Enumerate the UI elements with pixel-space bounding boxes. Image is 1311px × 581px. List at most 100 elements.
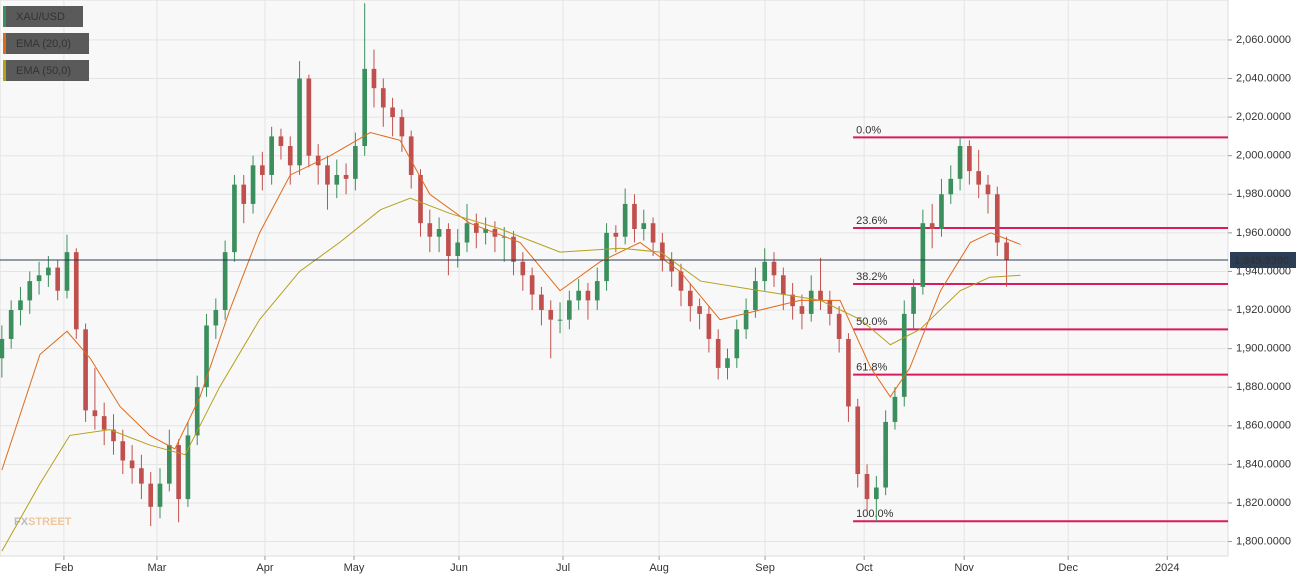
y-tick-label: 1,940.0000 bbox=[1236, 265, 1291, 277]
price-box bbox=[1230, 252, 1296, 269]
candle-body bbox=[83, 329, 88, 411]
y-tick-label: 2,060.0000 bbox=[1236, 34, 1291, 46]
y-tick-label: 2,040.0000 bbox=[1236, 72, 1291, 84]
candle-body bbox=[427, 223, 433, 237]
candle-body bbox=[0, 338, 5, 359]
x-tick-label: Oct bbox=[856, 562, 873, 574]
candle-body bbox=[176, 445, 181, 500]
candle-body bbox=[557, 319, 563, 321]
candle-body bbox=[325, 165, 330, 185]
candle-body bbox=[585, 290, 591, 301]
x-tick-label: Sep bbox=[755, 562, 775, 574]
candle-body bbox=[362, 68, 368, 147]
legend-swatch bbox=[3, 33, 6, 54]
candle-body bbox=[8, 310, 14, 339]
candle-body bbox=[46, 267, 51, 276]
candle-body bbox=[511, 236, 516, 262]
candle-body bbox=[734, 329, 740, 359]
watermark-part: STREET bbox=[28, 516, 72, 528]
candle-body bbox=[911, 286, 916, 314]
candle-body bbox=[73, 252, 79, 330]
candle-body bbox=[157, 483, 163, 507]
watermark-part: FX bbox=[14, 516, 29, 528]
candle-body bbox=[687, 290, 693, 307]
fib-label: 23.6% bbox=[856, 215, 887, 227]
candle-body bbox=[604, 232, 609, 282]
fib-label: 61.8% bbox=[856, 362, 887, 374]
candle-body bbox=[567, 300, 572, 320]
candle-body bbox=[706, 313, 712, 339]
candle-body bbox=[260, 165, 265, 175]
candle-body bbox=[222, 252, 228, 311]
candle-body bbox=[855, 406, 861, 475]
candle-body bbox=[957, 146, 963, 179]
x-tick-label: Nov bbox=[954, 562, 974, 574]
legend-box bbox=[3, 33, 89, 54]
candle-body bbox=[548, 310, 554, 320]
candle-body bbox=[780, 275, 786, 295]
y-tick-label: 1,880.0000 bbox=[1236, 381, 1291, 393]
candle-body bbox=[278, 136, 284, 147]
y-tick-label: 1,860.0000 bbox=[1236, 420, 1291, 432]
legend-label: XAU/USD bbox=[16, 11, 65, 23]
candle-body bbox=[818, 290, 823, 301]
candle-body bbox=[473, 223, 479, 233]
y-tick-label: 2,000.0000 bbox=[1236, 150, 1291, 162]
candle-body bbox=[929, 223, 935, 229]
candle-body bbox=[808, 290, 814, 314]
y-tick-label: 1,960.0000 bbox=[1236, 227, 1291, 239]
candle-body bbox=[455, 242, 461, 257]
price-label: 1,945.9300 bbox=[1234, 255, 1289, 267]
candle-body bbox=[334, 174, 340, 185]
legend-swatch bbox=[3, 6, 6, 27]
candle-body bbox=[27, 281, 33, 301]
x-tick-label: May bbox=[344, 562, 365, 574]
candle-body bbox=[613, 232, 619, 237]
candle-body bbox=[185, 435, 191, 500]
watermark: FXSTREET bbox=[14, 516, 72, 528]
legend-label: EMA (50,0) bbox=[16, 65, 71, 77]
y-tick-label: 1,840.0000 bbox=[1236, 458, 1291, 470]
candle-body bbox=[883, 421, 888, 488]
legend-box bbox=[3, 60, 89, 81]
candle-body bbox=[232, 184, 237, 253]
candle-body bbox=[111, 429, 116, 442]
candle-body bbox=[678, 271, 684, 291]
candle-body bbox=[901, 313, 907, 397]
candle-body bbox=[92, 410, 98, 417]
legend-box bbox=[3, 6, 83, 27]
candle-body bbox=[148, 483, 154, 507]
candle-body bbox=[799, 306, 805, 314]
fib-label: 0.0% bbox=[856, 124, 881, 136]
fib-label: 38.2% bbox=[856, 271, 887, 283]
candle-body bbox=[920, 223, 926, 287]
candle-body bbox=[120, 441, 126, 461]
candle-body bbox=[985, 184, 991, 195]
candle-body bbox=[306, 78, 312, 156]
candle-body bbox=[846, 338, 851, 407]
candle-body bbox=[660, 242, 665, 260]
candle-body bbox=[436, 228, 442, 237]
candle-body bbox=[1004, 242, 1009, 261]
x-tick-label: 2024 bbox=[1155, 562, 1179, 574]
x-tick-label: Jul bbox=[556, 562, 570, 574]
candle-body bbox=[408, 136, 414, 175]
candle-body bbox=[948, 178, 954, 195]
candle-body bbox=[446, 228, 451, 257]
candle-body bbox=[529, 275, 535, 295]
candle-body bbox=[501, 236, 507, 238]
candle-body bbox=[576, 290, 581, 301]
ema-line bbox=[1, 197, 1021, 552]
x-tick-label: Feb bbox=[54, 562, 73, 574]
fib-label: 100.0% bbox=[856, 508, 894, 520]
candle-body bbox=[939, 194, 944, 229]
y-tick-label: 1,980.0000 bbox=[1236, 188, 1291, 200]
candle-body bbox=[213, 310, 219, 326]
candle-body bbox=[297, 78, 302, 166]
candle-body bbox=[632, 203, 637, 229]
y-tick-label: 2,020.0000 bbox=[1236, 111, 1291, 123]
candle-body bbox=[315, 155, 321, 166]
candle-body bbox=[287, 146, 293, 166]
candle-body bbox=[371, 68, 377, 89]
